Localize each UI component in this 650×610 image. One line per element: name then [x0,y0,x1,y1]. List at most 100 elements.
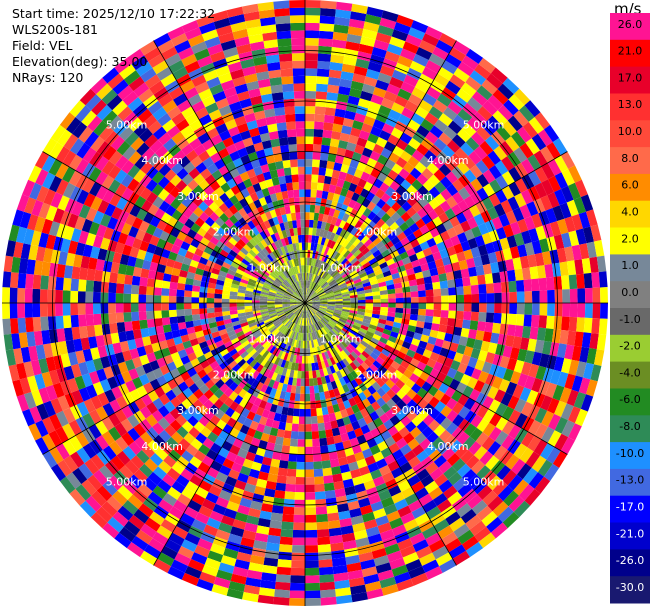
velocity-gate [317,174,326,184]
velocity-gate [321,282,329,289]
velocity-gate [460,268,470,279]
velocity-gate [471,226,482,238]
velocity-gate [372,295,381,300]
velocity-gate [350,226,359,236]
velocity-gate [146,310,155,320]
velocity-gate [301,227,305,235]
velocity-gate [425,254,435,264]
velocity-gate [369,150,381,162]
velocity-gate [384,50,400,63]
velocity-gate [393,317,403,324]
velocity-gate [453,67,470,83]
velocity-gate [559,261,569,277]
velocity-gate [378,130,391,141]
velocity-gate [507,324,516,337]
velocity-gate [334,108,346,118]
velocity-gate [384,158,396,170]
velocity-gate [452,40,470,56]
velocity-gate [363,250,373,259]
velocity-gate [348,286,357,292]
velocity-gate [312,300,321,303]
velocity-gate [509,246,520,259]
velocity-gate [312,258,317,267]
velocity-gate [458,174,471,188]
velocity-gate [305,227,309,235]
velocity-gate [568,274,578,290]
velocity-gate [379,17,397,30]
velocity-gate [271,505,284,514]
velocity-gate [448,310,457,319]
velocity-gate [463,311,472,321]
velocity-gate [412,190,424,202]
velocity-gate [391,102,405,114]
velocity-gate [524,100,541,118]
velocity-gate [375,32,392,44]
velocity-gate [451,94,468,109]
velocity-gate [305,287,307,296]
velocity-gate [338,220,347,229]
velocity-gate [92,291,101,303]
velocity-gate [546,276,555,291]
velocity-gate [305,15,321,24]
velocity-gate [329,280,337,287]
velocity-gate [331,270,339,278]
velocity-gate [405,173,417,185]
velocity-gate [347,166,357,176]
velocity-gate [423,276,433,284]
velocity-gate [317,544,332,553]
velocity-gate [519,255,530,269]
velocity-gate [299,189,305,198]
velocity-gate [364,265,373,272]
velocity-gate [328,279,336,286]
velocity-gate [324,246,330,255]
velocity-gate [428,144,442,157]
velocity-gate [316,513,328,523]
velocity-gate [333,162,343,172]
velocity-gate [406,206,417,218]
velocity-gate [369,279,379,286]
velocity-gate [305,90,317,99]
velocity-gate [329,138,340,148]
velocity-gate [334,297,343,300]
velocity-gate [549,342,560,357]
velocity-gate [419,241,430,251]
velocity-gate [487,150,502,165]
velocity-gate [396,14,414,28]
velocity-gate [346,215,355,225]
velocity-gate [378,245,388,254]
velocity-gate [92,303,101,315]
velocity-gate [477,274,486,285]
velocity-gate [116,273,126,284]
velocity-gate [364,292,373,297]
velocity-gate [198,297,207,303]
velocity-gate [432,251,442,261]
velocity-gate [364,312,373,318]
velocity-gate [283,430,292,439]
velocity-gate [433,205,445,217]
velocity-gate [448,303,457,311]
velocity-gate [305,37,319,46]
velocity-gate [359,272,368,279]
velocity-gate [549,249,560,264]
velocity-gate [383,90,398,103]
velocity-gate [221,298,230,303]
velocity-gate [305,408,311,417]
velocity-gate [341,125,353,135]
velocity-gate [378,105,392,117]
velocity-gate [221,307,230,312]
velocity-gate [327,298,336,301]
velocity-gate [584,287,593,303]
velocity-gate [282,437,291,447]
velocity-gate [474,64,491,80]
velocity-gate [414,106,429,119]
velocity-gate [471,131,486,146]
velocity-gate [396,206,407,217]
velocity-gate [100,292,109,303]
velocity-gate [561,185,574,203]
velocity-gate [320,152,329,161]
velocity-gate [310,197,317,206]
velocity-gate [322,129,333,139]
velocity-gate [371,214,381,225]
velocity-gate [335,299,343,302]
velocity-gate [278,544,293,553]
